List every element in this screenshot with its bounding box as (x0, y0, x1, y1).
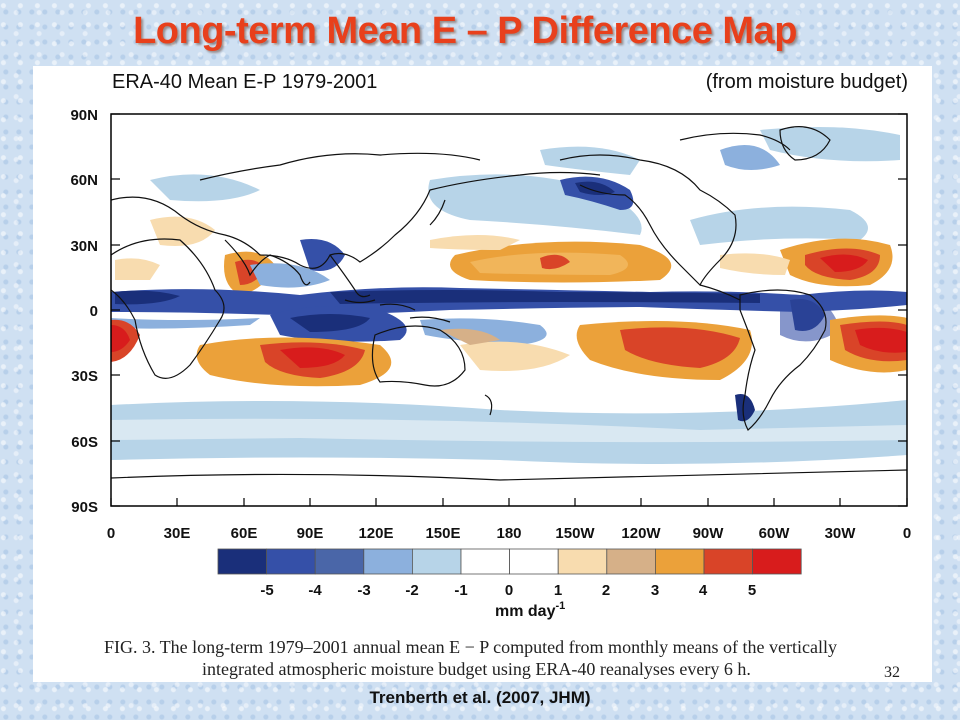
citation-credit: Trenberth et al. (2007, JHM) (369, 688, 591, 707)
colorbar-units: mm day-1 (495, 600, 565, 620)
slide-title: Long-term Mean E – P Difference Map (133, 10, 797, 52)
colorbar-label-0: 0 (505, 582, 513, 599)
colorbar-swatch (557, 548, 608, 575)
figure-caption: FIG. 3. The long-term 1979–2001 annual m… (104, 636, 904, 680)
colorbar-label-2: 2 (602, 582, 610, 599)
colorbar-label-m4: -4 (308, 582, 322, 599)
lat-labels: 90N 60N 30N 0 30S 60S 90S (70, 107, 98, 516)
colorbar-swatch (509, 548, 559, 575)
caption-line-1: FIG. 3. The long-term 1979–2001 annual m… (104, 637, 837, 657)
lon-label-120w: 120W (621, 525, 661, 542)
colorbar-label-1: 1 (554, 582, 562, 599)
colorbar-swatch (314, 548, 365, 575)
colorbar-swatch (266, 548, 316, 575)
lon-labels: 0 30E 60E 90E 120E 150E 180 150W 120W 90… (107, 525, 911, 542)
lon-label-150w: 150W (555, 525, 595, 542)
coastlines (111, 126, 907, 481)
lon-label-0: 0 (107, 525, 115, 542)
lat-label-30s: 30S (71, 368, 98, 385)
colorbar-swatch (217, 548, 267, 575)
lon-label-150e: 150E (425, 525, 460, 542)
lat-ticks (111, 113, 907, 507)
lat-label-0: 0 (90, 303, 98, 320)
lat-label-90n: 90N (70, 107, 98, 124)
colorbar-label-3: 3 (651, 582, 659, 599)
figure-title: ERA-40 Mean E-P 1979-2001 (112, 71, 378, 93)
lat-label-30n: 30N (70, 238, 98, 255)
lat-label-60n: 60N (70, 172, 98, 189)
colorbar-label-m2: -2 (405, 582, 418, 599)
colorbar-label-m3: -3 (357, 582, 370, 599)
lon-label-60w: 60W (759, 525, 791, 542)
figure-subtitle: (from moisture budget) (705, 71, 908, 93)
colorbar-swatch (460, 548, 510, 575)
lon-label-90w: 90W (693, 525, 725, 542)
colorbar-swatch (606, 548, 656, 575)
caption-line-2: integrated atmospheric moisture budget u… (202, 659, 751, 679)
lon-label-180: 180 (496, 525, 521, 542)
colorbar-swatch (411, 548, 462, 575)
colorbar-swatch (363, 548, 413, 575)
lon-label-0-end: 0 (903, 525, 911, 542)
colorbar-label-5: 5 (748, 582, 756, 599)
lon-label-60e: 60E (231, 525, 258, 542)
colorbar-label-m5: -5 (260, 582, 273, 599)
lon-label-30w: 30W (825, 525, 857, 542)
colorbar (217, 548, 802, 575)
lon-ticks (110, 498, 908, 506)
lon-label-90e: 90E (297, 525, 324, 542)
colorbar-swatch (703, 548, 753, 575)
colorbar-swatch (752, 548, 802, 575)
map-field (111, 114, 907, 506)
lon-label-30e: 30E (164, 525, 191, 542)
lat-label-90s: 90S (71, 499, 98, 516)
lat-label-60s: 60S (71, 434, 98, 451)
lon-label-120e: 120E (358, 525, 393, 542)
page-number: 32 (884, 664, 900, 681)
colorbar-label-m1: -1 (454, 582, 467, 599)
colorbar-label-4: 4 (699, 582, 708, 599)
colorbar-swatch (655, 548, 705, 575)
colorbar-tick-labels: -5 -4 -3 -2 -1 0 1 2 3 4 5 (260, 582, 756, 599)
